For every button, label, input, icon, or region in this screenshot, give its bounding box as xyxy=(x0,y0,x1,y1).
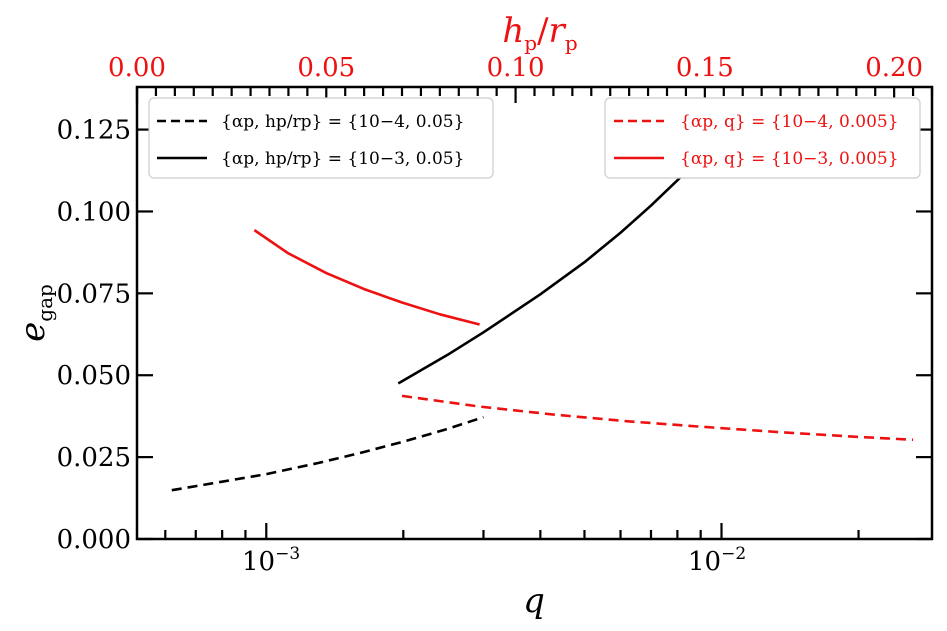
legend-right: {αp, q} = {10−4, 0.005} {αp, q} = {10−3,… xyxy=(604,97,921,179)
y-tick-label: 0.075 xyxy=(57,279,131,309)
series-line-3 xyxy=(401,394,914,442)
y-axis-label: egap xyxy=(13,284,57,342)
x2-tick-label: 0.05 xyxy=(297,53,355,83)
legend-right-box xyxy=(604,97,921,179)
x-tick-label-1e-3: 10−3 xyxy=(242,544,300,577)
x2-tick-label: 0.15 xyxy=(676,53,734,83)
x-tick-label-1e-2: 10−2 xyxy=(688,544,746,577)
y-tick-label: 0.050 xyxy=(57,361,131,391)
legend-left: {αp, hp/rp} = {10−4, 0.05} {αp, hp/rp} =… xyxy=(148,97,494,179)
x2-tick-label: 0.10 xyxy=(487,53,545,83)
top-axis-ticks xyxy=(135,87,934,103)
bottom-axis-ticks xyxy=(164,523,860,539)
y-tick-label: 0.000 xyxy=(57,525,131,555)
legend-left-box xyxy=(148,97,494,179)
right-axis-ticks xyxy=(916,128,932,541)
y-tick-label: 0.125 xyxy=(57,116,131,146)
series-line-2 xyxy=(397,148,709,385)
x2-tick-labels: 0.00 0.05 0.10 0.15 0.20 xyxy=(108,53,923,83)
x2-axis-label: hp/rp xyxy=(502,11,577,55)
left-axis-ticks xyxy=(137,128,153,541)
y-tick-label: 0.025 xyxy=(57,443,131,473)
x2-tick-label: 0.00 xyxy=(108,53,166,83)
series-line-4 xyxy=(253,229,480,326)
series-layer xyxy=(171,148,914,492)
legend-left-entry-1: {αp, hp/rp} = {10−4, 0.05} xyxy=(221,112,464,132)
series-line-1 xyxy=(171,415,484,492)
legend-right-entry-2: {αp, q} = {10−3, 0.005} xyxy=(680,149,899,169)
x-axis-label: q xyxy=(523,581,545,621)
legend-right-entry-1: {αp, q} = {10−4, 0.005} xyxy=(680,112,899,132)
y-tick-label: 0.100 xyxy=(57,197,131,227)
y-tick-labels: 0.000 0.025 0.050 0.075 0.100 0.125 xyxy=(57,116,131,555)
legend-left-entry-2: {αp, hp/rp} = {10−3, 0.05} xyxy=(221,149,464,169)
x2-tick-label: 0.20 xyxy=(865,53,923,83)
